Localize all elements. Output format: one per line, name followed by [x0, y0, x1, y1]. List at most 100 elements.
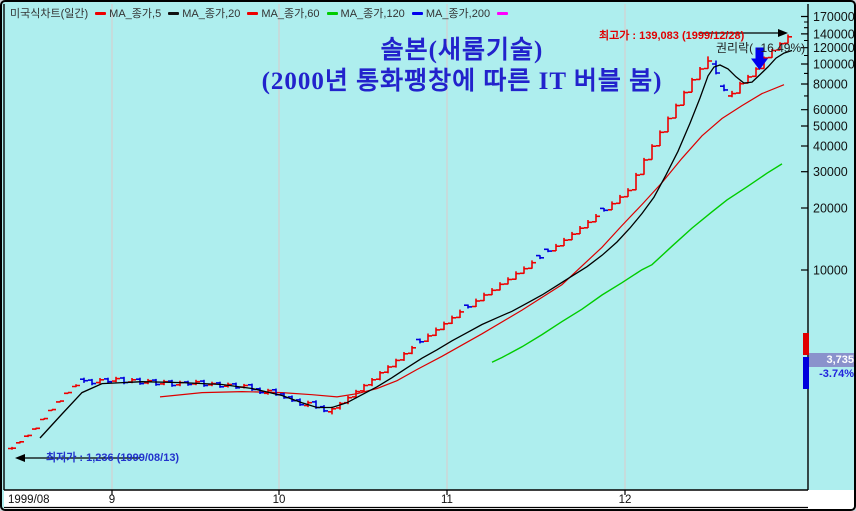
y-axis-label: 20000: [813, 202, 848, 216]
legend-marker-icon: [411, 11, 423, 15]
y-axis-label: 30000: [813, 165, 848, 179]
y-axis-label: 100000: [813, 58, 855, 72]
price-bar: [384, 365, 392, 374]
chart-title-line2: (2000년 통화팽창에 따른 IT 버블 붐): [261, 68, 663, 95]
price-bar: [376, 371, 384, 381]
price-bar: [472, 298, 480, 308]
high-arrow-head-icon: [778, 29, 788, 37]
price-bar: [584, 220, 592, 229]
chart-title-line1: 솔본(새롬기술): [380, 37, 544, 64]
ex-rights-annotation: 권리락( -16.49%): [716, 41, 806, 55]
price-bar: [16, 440, 24, 444]
price-bar: [176, 380, 184, 387]
price-bar: [712, 60, 720, 75]
axis-strip-down: [803, 357, 809, 389]
price-bar: [448, 315, 456, 325]
y-axis-label: 80000: [813, 78, 848, 92]
legend-item-label: MA_종가,5: [109, 8, 162, 20]
price-bar: [784, 34, 792, 45]
price-bar: [8, 446, 16, 450]
price-bar: [680, 90, 688, 106]
price-bar: [488, 288, 496, 296]
ex-rights-down-arrow-icon: [751, 47, 768, 70]
chart-title: 솔본(새롬기술) (2000년 통화팽창에 따른 IT 버블 붐): [152, 35, 772, 97]
price-bar: [600, 207, 608, 212]
y-axis-label: 10000: [813, 264, 848, 278]
axis-strip-up: [803, 333, 809, 355]
price-bar: [704, 56, 712, 70]
price-bar: [552, 243, 560, 252]
price-bar: [728, 90, 736, 98]
price-bar: [400, 352, 408, 361]
price-bar: [352, 389, 360, 399]
price-bar: [96, 378, 104, 384]
price-bar: [464, 304, 472, 309]
price-bar: [624, 188, 632, 198]
price-bar: [640, 157, 648, 176]
price-bar: [368, 378, 376, 387]
legend-item-3: MA_종가,60: [247, 5, 320, 21]
price-bar: [88, 378, 96, 386]
price-bar: [192, 379, 200, 386]
price-bar: [696, 67, 704, 81]
price-bar: [560, 237, 568, 247]
current-price-tag: 3,735: [809, 353, 854, 367]
price-bar: [48, 408, 56, 412]
y-axis-label: 170000: [813, 10, 855, 24]
x-axis-label: 9: [109, 494, 115, 506]
ma-line: [491, 163, 783, 363]
legend-marker-icon: [247, 11, 259, 15]
legend-item-1: MA_종가,5: [95, 5, 161, 21]
legend-item-label: MA_종가,20: [182, 8, 241, 20]
price-bar: [656, 130, 664, 147]
y-axis-label: 40000: [813, 140, 848, 154]
price-bar: [40, 417, 48, 421]
price-bar: [432, 327, 440, 337]
price-bar: [592, 214, 600, 223]
price-bar: [544, 248, 552, 253]
price-bar: [512, 271, 520, 281]
price-bar: [768, 49, 776, 59]
price-bar: [360, 383, 368, 393]
price-bar: [608, 201, 616, 211]
ma-line: [159, 84, 785, 398]
price-bar: [24, 434, 32, 438]
price-bar: [424, 333, 432, 343]
x-axis-strip: [4, 490, 854, 509]
low-arrow-head-icon: [15, 454, 25, 462]
price-bar: [536, 254, 544, 260]
price-bar: [32, 427, 40, 430]
ma-line: [39, 49, 793, 439]
chart-type-label: 미국식차트(일간): [10, 8, 89, 20]
price-bar: [408, 345, 416, 355]
legend-marker-icon: [326, 11, 338, 15]
chart-legend: 미국식차트(일간) MA_종가,5 MA_종가,20 MA_종가,60 MA_종가,1…: [10, 5, 509, 21]
price-bar: [632, 172, 640, 191]
price-bar: [496, 282, 504, 291]
price-bar: [304, 400, 312, 408]
price-bar: [672, 103, 680, 119]
legend-item-label: MA_종가,120: [340, 8, 405, 20]
x-axis-label: 11: [441, 494, 453, 506]
legend-item-4: MA_종가,120: [326, 5, 405, 21]
price-bar: [416, 338, 424, 344]
price-bar: [720, 84, 728, 92]
price-bar: [688, 77, 696, 93]
legend-item-5: MA_종가,200: [411, 5, 491, 21]
legend-item-6: [497, 11, 509, 15]
x-axis-label: 12: [619, 494, 632, 506]
price-bar: [648, 144, 656, 161]
price-bar: [664, 116, 672, 133]
price-bar: [64, 391, 72, 395]
price-bar: [232, 382, 240, 389]
price-bar: [736, 81, 744, 94]
price-bar: [616, 194, 624, 205]
legend-marker-icon: [168, 11, 180, 15]
price-bar: [112, 376, 120, 383]
legend-item-label: MA_종가,200: [425, 8, 491, 20]
y-axis-label: 120000: [813, 41, 855, 55]
x-axis-label: 10: [273, 494, 286, 506]
price-bar: [520, 266, 528, 275]
y-axis-label: 50000: [813, 120, 848, 134]
current-change-label: -3.74%: [819, 368, 854, 380]
